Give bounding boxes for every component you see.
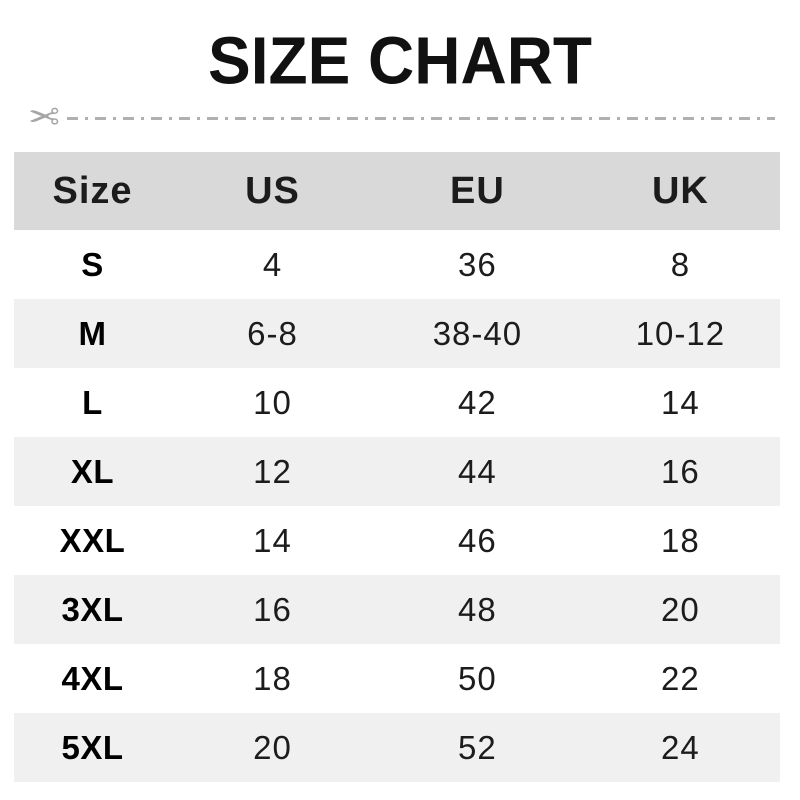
size-label: M — [78, 314, 107, 352]
us-value: 6-8 — [247, 314, 298, 352]
dash-dot-line — [66, 116, 775, 120]
uk-value: 18 — [661, 521, 700, 559]
column-header-size: Size — [52, 169, 133, 212]
column-header-us: US — [245, 169, 300, 212]
table-row: XXL 14 46 18 — [14, 506, 780, 575]
uk-value: 8 — [670, 245, 691, 283]
eu-value: 48 — [458, 590, 497, 628]
size-label: 3XL — [61, 590, 124, 628]
us-value: 16 — [253, 590, 292, 628]
table-header-row: Size US EU UK — [14, 152, 780, 230]
us-value: 20 — [253, 728, 292, 766]
size-table: Size US EU UK S 4 36 8 M 6-8 38-40 10-12… — [14, 152, 780, 782]
size-label: XXL — [59, 521, 126, 559]
size-label: S — [81, 245, 104, 283]
eu-value: 50 — [458, 659, 497, 697]
table-row: S 4 36 8 — [14, 230, 780, 299]
us-value: 12 — [253, 452, 292, 490]
table-row: M 6-8 38-40 10-12 — [14, 299, 780, 368]
eu-value: 42 — [458, 383, 497, 421]
size-label: 4XL — [61, 659, 124, 697]
eu-value: 38-40 — [432, 314, 523, 352]
uk-value: 20 — [661, 590, 700, 628]
uk-value: 22 — [661, 659, 700, 697]
uk-value: 14 — [661, 383, 700, 421]
column-header-uk: UK — [651, 169, 709, 212]
uk-value: 24 — [661, 728, 700, 766]
table-row: L 10 42 14 — [14, 368, 780, 437]
eu-value: 52 — [458, 728, 497, 766]
us-value: 10 — [253, 383, 292, 421]
page-title: SIZE CHART — [208, 23, 592, 98]
column-header-eu: EU — [450, 169, 505, 212]
cut-line: ✂ — [28, 96, 775, 140]
uk-value: 10-12 — [635, 314, 726, 352]
table-row: 3XL 16 48 20 — [14, 575, 780, 644]
table-row: 5XL 20 52 24 — [14, 713, 780, 782]
us-value: 18 — [253, 659, 292, 697]
uk-value: 16 — [661, 452, 700, 490]
us-value: 4 — [262, 245, 283, 283]
scissors-icon: ✂ — [28, 97, 60, 139]
size-label: 5XL — [61, 728, 124, 766]
size-label: XL — [70, 452, 115, 490]
table-row: XL 12 44 16 — [14, 437, 780, 506]
us-value: 14 — [253, 521, 292, 559]
eu-value: 46 — [458, 521, 497, 559]
size-label: L — [82, 383, 103, 421]
eu-value: 36 — [458, 245, 497, 283]
eu-value: 44 — [458, 452, 497, 490]
table-row: 4XL 18 50 22 — [14, 644, 780, 713]
